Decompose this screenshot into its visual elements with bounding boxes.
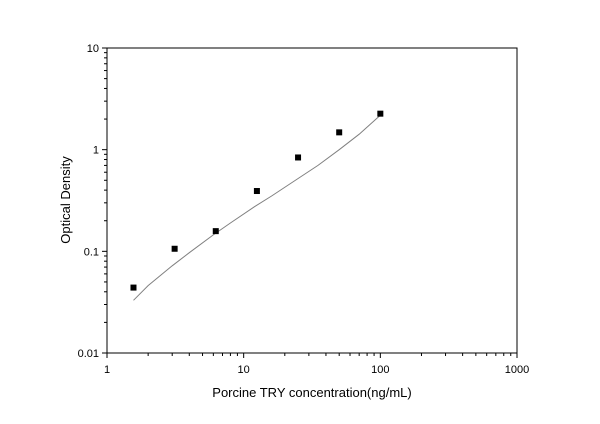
data-point [295,154,302,161]
x-tick-label: 10 [238,364,250,376]
y-tick-label: 0.01 [78,348,99,360]
data-point [253,188,260,195]
data-point [377,110,384,117]
axis-ticks [102,47,518,358]
data-point [130,284,137,291]
x-tick-label: 100 [371,364,389,376]
data-point [171,245,178,252]
fit-curve [133,114,381,301]
data-points [130,110,384,291]
y-tick-label: 10 [87,43,99,55]
y-tick-label: 1 [93,145,99,157]
x-tick-label: 1000 [505,364,529,376]
x-axis-title: Porcine TRY concentration(ng/mL) [212,385,411,400]
x-tick-label: 1 [104,364,110,376]
data-point [336,129,343,136]
data-point [212,228,219,235]
plot-frame [106,47,518,354]
axis-tick-labels: 1 10 100 1000 0.01 0.1 1 10 [78,43,530,376]
y-tick-label: 0.1 [84,246,99,258]
y-axis-title: Optical Density [58,156,73,244]
